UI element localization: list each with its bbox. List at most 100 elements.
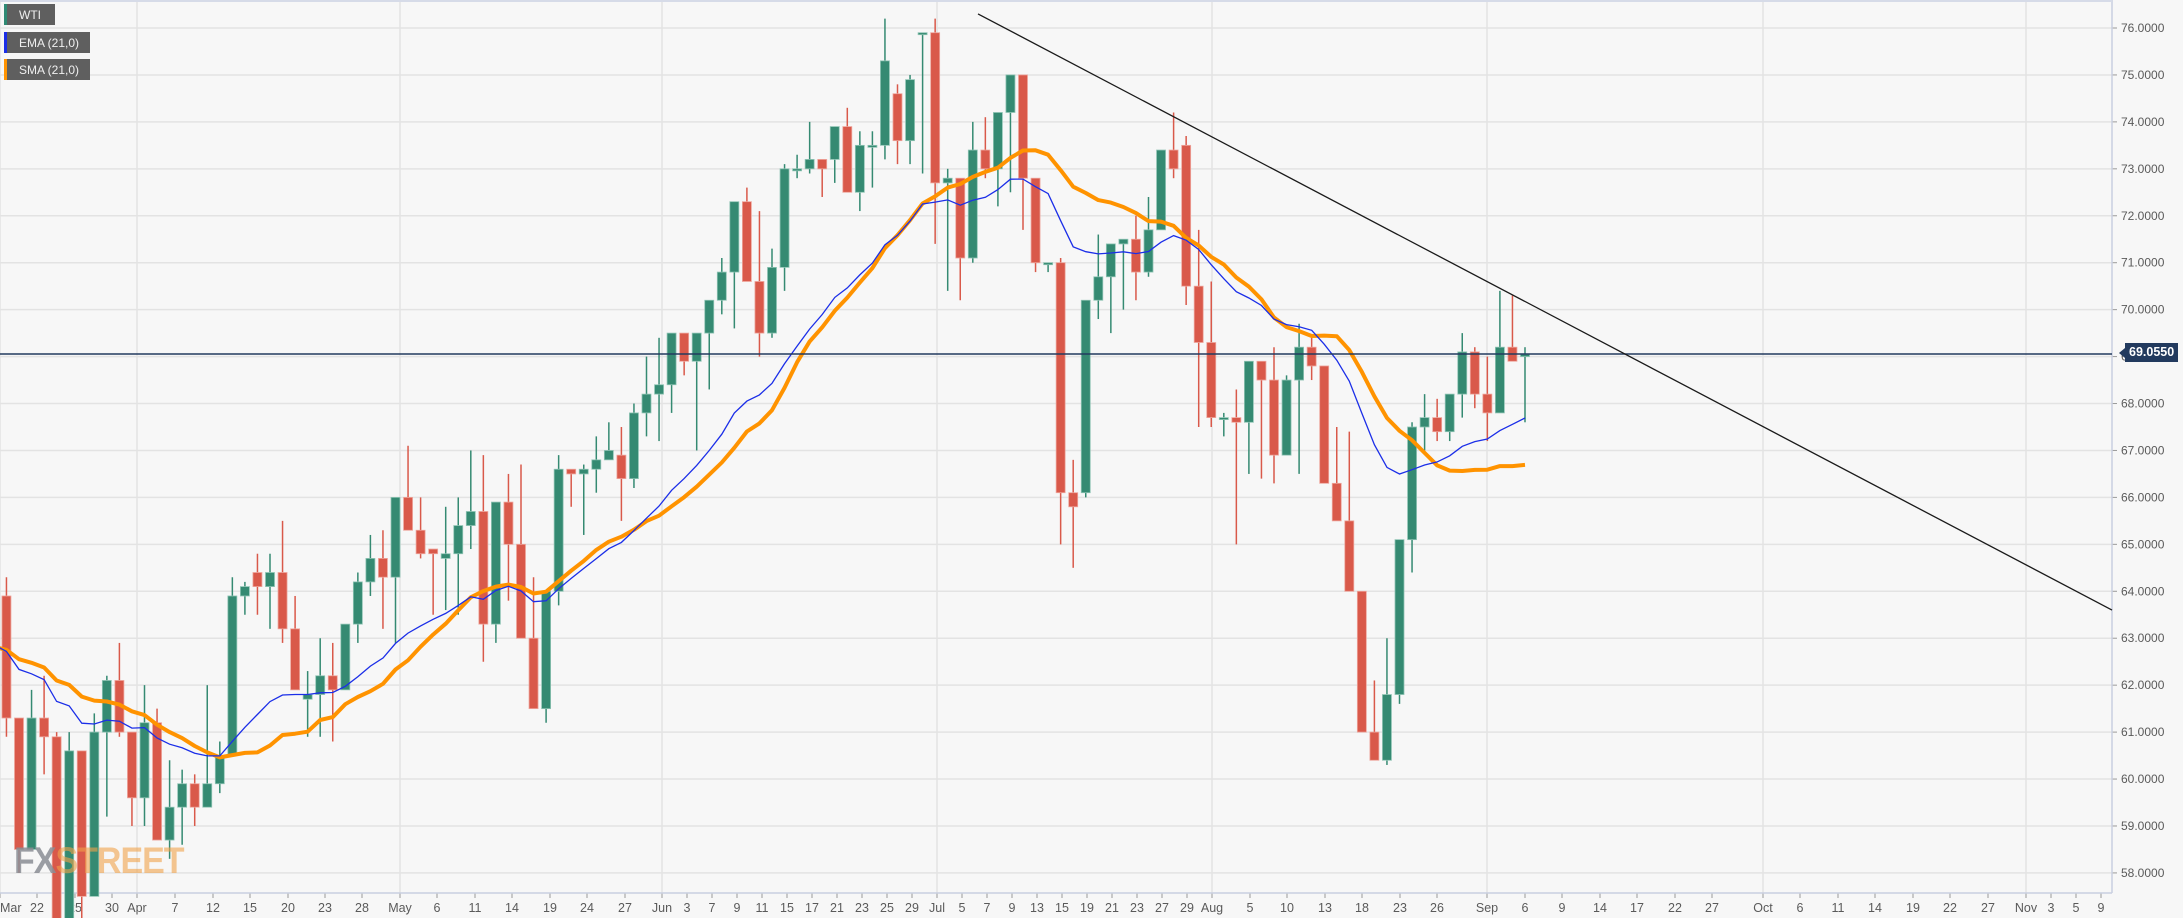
candle[interactable] [716, 271, 727, 301]
candle[interactable] [302, 694, 313, 700]
candle[interactable] [1419, 417, 1430, 428]
candle[interactable] [1043, 262, 1053, 266]
candle[interactable] [967, 149, 978, 259]
candle[interactable] [51, 736, 62, 918]
candle[interactable] [641, 393, 652, 414]
candle[interactable] [453, 525, 464, 555]
candle[interactable] [352, 581, 363, 625]
candle[interactable] [591, 459, 602, 470]
candle[interactable] [428, 548, 439, 555]
candle[interactable] [1394, 539, 1405, 695]
candle[interactable] [679, 332, 690, 362]
candle[interactable] [1319, 365, 1330, 484]
candle[interactable] [76, 750, 87, 897]
candle[interactable] [152, 722, 162, 841]
candle[interactable] [239, 586, 250, 597]
candle[interactable] [26, 717, 37, 850]
candle[interactable] [779, 168, 790, 268]
candle[interactable] [1080, 299, 1091, 494]
candle[interactable] [1093, 276, 1104, 301]
candle[interactable] [39, 717, 49, 738]
candle[interactable] [917, 32, 928, 36]
candle[interactable] [1005, 74, 1016, 113]
legend-wti[interactable]: WTI [4, 4, 55, 25]
candle[interactable] [541, 590, 551, 710]
candle[interactable] [1432, 417, 1443, 433]
candle[interactable] [817, 159, 828, 170]
candle[interactable] [767, 266, 777, 334]
candle[interactable] [691, 332, 702, 362]
candle[interactable] [503, 501, 514, 545]
candle[interactable] [189, 783, 200, 808]
candle[interactable] [1469, 351, 1480, 395]
candle[interactable] [1218, 417, 1229, 421]
candle[interactable] [1281, 379, 1292, 456]
candle[interactable] [1131, 238, 1141, 273]
candle[interactable] [1457, 351, 1468, 395]
candle[interactable] [553, 468, 564, 592]
candle[interactable] [1168, 149, 1179, 170]
candle[interactable] [315, 675, 326, 695]
candle[interactable] [666, 332, 677, 386]
candle[interactable] [415, 529, 426, 555]
candle[interactable] [955, 177, 966, 259]
candle[interactable] [101, 680, 112, 733]
candle[interactable] [478, 511, 489, 625]
candle[interactable] [993, 112, 1003, 170]
candle[interactable] [1269, 379, 1279, 456]
candle[interactable] [64, 750, 75, 918]
candle[interactable] [14, 717, 24, 850]
candle[interactable] [1495, 346, 1505, 414]
candle[interactable] [440, 553, 451, 559]
candle[interactable] [127, 731, 137, 799]
candle[interactable] [1055, 262, 1066, 494]
candle[interactable] [390, 496, 401, 578]
candle[interactable] [867, 144, 878, 148]
candle[interactable] [804, 159, 815, 170]
candle[interactable] [290, 628, 301, 691]
candle[interactable] [905, 79, 915, 142]
candle[interactable] [227, 595, 238, 756]
candle[interactable] [1206, 342, 1217, 419]
candle[interactable] [1181, 144, 1192, 287]
candle[interactable] [829, 126, 840, 160]
candle[interactable] [842, 126, 853, 193]
candle[interactable] [1231, 417, 1242, 423]
candle[interactable] [942, 177, 953, 184]
candle[interactable] [1244, 360, 1254, 423]
candle[interactable] [252, 572, 263, 587]
candle[interactable] [139, 722, 150, 799]
candle[interactable] [603, 450, 614, 461]
candle[interactable] [1105, 243, 1116, 278]
candle[interactable] [1306, 346, 1317, 367]
candle[interactable] [265, 572, 275, 587]
candle[interactable] [1331, 482, 1342, 522]
candle[interactable] [704, 299, 715, 334]
candle[interactable] [980, 149, 991, 170]
candle[interactable] [202, 783, 213, 808]
candle[interactable] [490, 501, 501, 625]
candle[interactable] [403, 496, 413, 531]
candle[interactable] [465, 511, 476, 526]
candle[interactable] [854, 144, 865, 193]
candle[interactable] [327, 675, 338, 691]
candle[interactable] [654, 384, 664, 395]
candle[interactable] [177, 783, 188, 808]
candle[interactable] [616, 454, 627, 480]
candle[interactable] [729, 201, 740, 273]
candle[interactable] [629, 412, 639, 480]
candle[interactable] [880, 60, 890, 146]
candle[interactable] [365, 558, 376, 583]
candle[interactable] [277, 572, 288, 630]
candle[interactable] [1407, 426, 1417, 541]
candle[interactable] [1068, 492, 1079, 508]
legend-sma[interactable]: SMA (21,0) [4, 59, 90, 80]
trendline[interactable] [977, 13, 2113, 611]
candle[interactable] [892, 93, 903, 142]
candle[interactable] [1294, 346, 1304, 381]
candle[interactable] [1256, 360, 1267, 381]
candle[interactable] [930, 32, 941, 184]
candle[interactable] [1444, 393, 1455, 433]
candle[interactable] [578, 468, 589, 475]
candle[interactable] [1156, 149, 1166, 231]
